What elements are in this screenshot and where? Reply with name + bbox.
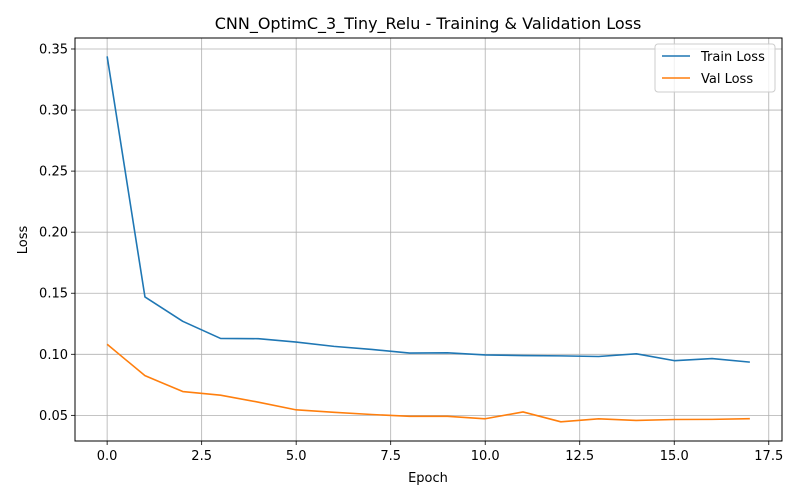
- y-tick-label: 0.30: [39, 104, 68, 119]
- x-tick-label: 2.5: [191, 449, 212, 464]
- x-axis: 0.0 2.5 5.0 7.5 10.0 12.5 15.0 17.5: [97, 441, 783, 464]
- chart-title: CNN_OptimC_3_Tiny_Relu - Training & Vali…: [215, 14, 642, 34]
- y-tick-label: 0.25: [39, 165, 68, 180]
- y-axis-label: Loss: [16, 226, 31, 255]
- x-tick-label: 0.0: [97, 449, 118, 464]
- y-tick-label: 0.10: [39, 348, 68, 363]
- x-tick-label: 5.0: [286, 449, 307, 464]
- x-tick-label: 7.5: [380, 449, 401, 464]
- y-axis: 0.05 0.10 0.15 0.20 0.25 0.30 0.35: [39, 42, 75, 424]
- x-tick-label: 10.0: [471, 449, 500, 464]
- series-group: [106, 56, 750, 423]
- y-tick-label: 0.05: [39, 409, 68, 424]
- series-line-val-loss: [106, 343, 750, 423]
- x-tick-label: 15.0: [660, 449, 689, 464]
- legend-label-val-loss: Val Loss: [701, 72, 753, 87]
- x-tick-label: 12.5: [565, 449, 594, 464]
- grid: [75, 38, 782, 441]
- plot-frame: [74, 37, 783, 442]
- legend-label-train-loss: Train Loss: [700, 50, 765, 65]
- x-tick-label: 17.5: [754, 449, 783, 464]
- y-tick-label: 0.35: [39, 42, 68, 57]
- x-axis-label: Epoch: [408, 471, 448, 486]
- y-tick-label: 0.15: [39, 287, 68, 302]
- y-tick-label: 0.20: [39, 226, 68, 241]
- legend: Train Loss Val Loss: [654, 43, 776, 93]
- series-line-train-loss: [106, 56, 750, 363]
